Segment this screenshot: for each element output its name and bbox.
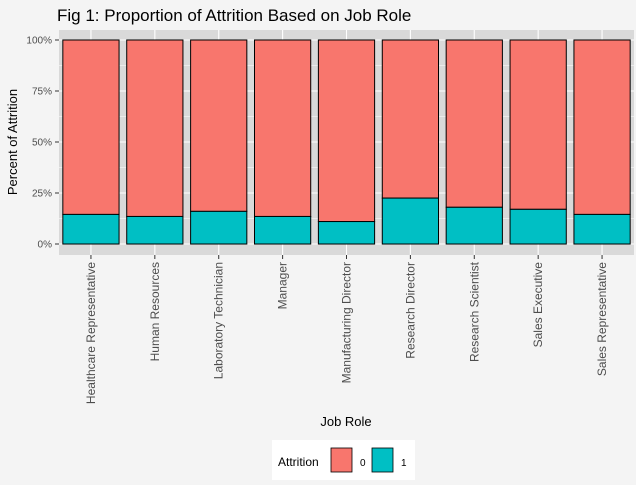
bar-attrition-0 xyxy=(126,39,184,217)
bar-attrition-0 xyxy=(190,39,248,212)
chart-title: Fig 1: Proportion of Attrition Based on … xyxy=(57,6,411,25)
legend-key-1 xyxy=(371,447,394,473)
legend-label-1: 1 xyxy=(401,458,407,469)
bar-attrition-1 xyxy=(317,221,376,245)
bar-attrition-1 xyxy=(509,208,567,245)
y-axis: 0% 25% 50% 75% 100% xyxy=(26,36,59,251)
bar-attrition-1 xyxy=(254,215,312,245)
x-tick-label: Laboratory Technician xyxy=(212,262,226,379)
y-tick-label: 100% xyxy=(26,36,52,47)
x-tick-label: Sales Representative xyxy=(595,262,609,376)
y-tick-label: 25% xyxy=(32,189,52,200)
x-tick-label: Sales Executive xyxy=(531,262,545,348)
bar-attrition-0 xyxy=(317,39,376,223)
legend-label-0: 0 xyxy=(360,458,366,469)
bar-attrition-1 xyxy=(573,213,631,245)
x-tick-label: Healthcare Representative xyxy=(84,262,98,404)
bar-attrition-1 xyxy=(62,213,120,245)
legend-title: Attrition xyxy=(278,455,319,469)
bar-attrition-1 xyxy=(381,197,439,245)
bars xyxy=(62,39,631,245)
bar-attrition-1 xyxy=(445,206,503,245)
x-tick-label: Human Resources xyxy=(148,262,162,361)
y-axis-title: Percent of Attrition xyxy=(5,89,20,195)
y-tick-label: 0% xyxy=(38,240,53,251)
bar-attrition-1 xyxy=(126,215,184,245)
bar-attrition-0 xyxy=(62,39,120,215)
y-tick-label: 75% xyxy=(32,87,52,98)
bar-attrition-1 xyxy=(190,210,248,245)
x-tick-label: Research Director xyxy=(403,262,417,359)
y-tick-label: 50% xyxy=(32,138,52,149)
bar-attrition-0 xyxy=(381,39,439,199)
bar-attrition-0 xyxy=(509,39,567,210)
x-tick-label: Manager xyxy=(276,262,290,309)
legend-key-0 xyxy=(330,447,353,473)
x-axis: Healthcare Representative Human Resources… xyxy=(84,255,609,404)
bar-attrition-0 xyxy=(573,39,631,215)
legend: Attrition 0 1 xyxy=(272,440,415,480)
bar-attrition-0 xyxy=(254,39,312,217)
x-tick-label: Manufacturing Director xyxy=(340,262,354,383)
x-axis-title: Job Role xyxy=(320,414,371,429)
x-tick-label: Research Scientist xyxy=(467,261,481,362)
bar-attrition-0 xyxy=(445,39,503,208)
